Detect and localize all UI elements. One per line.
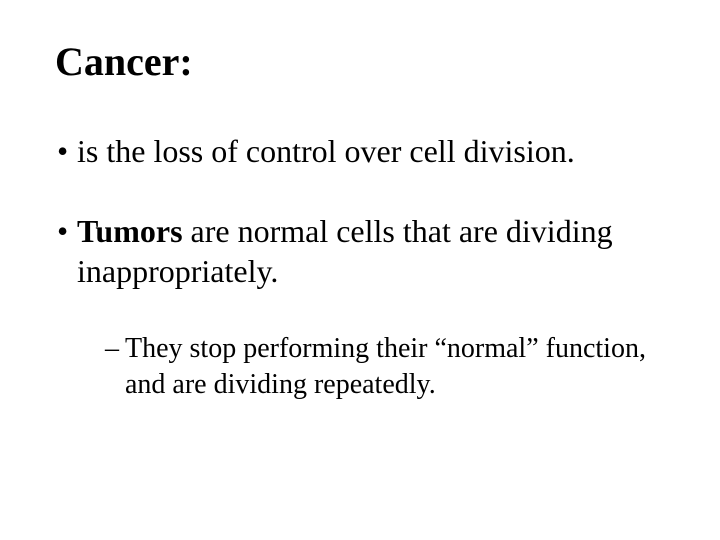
slide-title: Cancer: bbox=[55, 38, 665, 85]
bullet-text: is the loss of control over cell divisio… bbox=[77, 133, 575, 169]
bullet-marker: • bbox=[57, 131, 77, 171]
sub-bullet-text: They stop performing their “normal” func… bbox=[125, 333, 646, 400]
sub-bullet-marker: – bbox=[105, 331, 125, 367]
bullet-bold-lead: Tumors bbox=[77, 213, 183, 249]
bullet-marker: • bbox=[57, 211, 77, 251]
bullet-item-1: •is the loss of control over cell divisi… bbox=[55, 131, 665, 171]
sub-bullet-item-1: –They stop performing their “normal” fun… bbox=[55, 331, 665, 404]
bullet-item-2: •Tumors are normal cells that are dividi… bbox=[55, 211, 665, 291]
